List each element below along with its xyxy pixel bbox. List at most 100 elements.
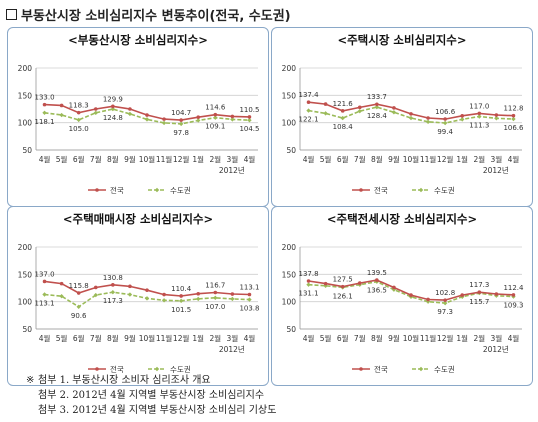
data-point-national bbox=[306, 279, 311, 283]
legend: 전국 수도권 bbox=[88, 364, 191, 374]
data-point-capital bbox=[127, 111, 133, 117]
legend-label-capital: 수도권 bbox=[434, 365, 455, 374]
data-label-capital: 90.6 bbox=[71, 312, 87, 320]
y-tick-label: 100 bbox=[282, 298, 297, 307]
x-tick-label: 4월 bbox=[39, 154, 51, 164]
data-point-capital bbox=[391, 110, 397, 115]
x-tick-label: 10월 bbox=[139, 154, 156, 164]
data-point-national bbox=[145, 113, 149, 117]
data-point-capital bbox=[76, 117, 81, 123]
x-tick-label: 1월 bbox=[456, 154, 468, 164]
data-point-national bbox=[230, 114, 235, 119]
data-point-capital bbox=[144, 296, 150, 301]
y-tick-label: 200 bbox=[18, 243, 33, 252]
x-tick-label: 8월 bbox=[107, 333, 119, 343]
y-tick-label: 150 bbox=[282, 91, 297, 100]
page-heading: 부동산시장 소비심리지수 변동추이(전국, 수도권) bbox=[6, 5, 291, 24]
data-point-national bbox=[511, 113, 516, 118]
data-label-capital: 106.6 bbox=[503, 124, 524, 132]
data-point-capital bbox=[59, 294, 64, 299]
attachment-note-text: 첨부 2. 2012년 4월 지역별 부동산시장 소비심리지수 bbox=[38, 390, 265, 401]
data-point-national bbox=[443, 298, 447, 302]
data-point-capital bbox=[161, 298, 167, 303]
attachment-note: 첨부 2. 2012년 4월 지역별 부동산시장 소비심리지수 bbox=[26, 388, 276, 403]
x-tick-label: 11월 bbox=[156, 154, 173, 164]
x-tick-label: 12월 bbox=[173, 154, 190, 164]
x-tick-label: 4월 bbox=[244, 333, 256, 343]
data-point-national bbox=[59, 281, 64, 286]
data-label-capital: 131.1 bbox=[299, 290, 319, 298]
x-tick-label: 2월 bbox=[209, 333, 221, 343]
x-tick-label: 1월 bbox=[192, 333, 204, 343]
data-label-capital: 122.1 bbox=[299, 116, 319, 124]
data-label-capital: 109.1 bbox=[205, 123, 225, 131]
data-point-national bbox=[162, 292, 166, 297]
data-point-national bbox=[375, 102, 379, 107]
data-point-national bbox=[460, 293, 465, 297]
x-tick-label: 5월 bbox=[56, 333, 68, 343]
legend-marker-national bbox=[359, 188, 363, 192]
data-label-national: 139.5 bbox=[367, 269, 387, 277]
data-point-national bbox=[230, 292, 235, 296]
x-tick-label: 5월 bbox=[320, 333, 332, 343]
y-tick-label: 150 bbox=[282, 270, 297, 279]
chart-panel-housing-jeonse: <주택전세시장 소비심리지수> 200 150 100 50 4월 5월 6월 7월 8월 9월 10… bbox=[271, 206, 533, 386]
data-label-capital: 117.3 bbox=[103, 297, 123, 305]
data-label-capital: 108.4 bbox=[333, 123, 354, 131]
attachment-note-text: 첨부 3. 2012년 4월 지역별 부동산시장 소비심리 기상도 bbox=[38, 405, 277, 416]
x-tick-label: 5월 bbox=[56, 154, 68, 164]
data-point-national bbox=[477, 290, 482, 295]
data-point-national bbox=[375, 278, 379, 282]
legend-marker-capital bbox=[154, 187, 160, 193]
data-point-national bbox=[409, 293, 413, 297]
data-point-national bbox=[443, 117, 447, 121]
x-tick-label: 4월 bbox=[508, 333, 520, 343]
x-tick-label: 3월 bbox=[227, 154, 239, 164]
data-label-national: 118.3 bbox=[69, 102, 89, 110]
legend-label-capital: 수도권 bbox=[434, 186, 455, 195]
x-tick-label: 10월 bbox=[139, 333, 156, 343]
x-tick-label: 10월 bbox=[403, 333, 420, 343]
data-point-capital bbox=[42, 292, 47, 297]
x-tick-label: 6월 bbox=[337, 333, 349, 343]
chart-panel-housing: <주택시장 소비심리지수> 200 150 100 50 4월 5월 6월 7월 8월 9월 10월 1… bbox=[271, 27, 533, 207]
data-label-national: 106.6 bbox=[435, 108, 456, 116]
data-point-national bbox=[247, 292, 252, 297]
chart-real-estate-sentiment: <부동산시장 소비심리지수> 200 150 100 50 4월 5월 6월 7월 8월 9월 10월… bbox=[18, 33, 260, 195]
data-label-national: 112.8 bbox=[503, 105, 523, 113]
data-point-capital bbox=[511, 116, 516, 122]
data-label-capital: 107.0 bbox=[205, 303, 225, 311]
x-tick-label: 7월 bbox=[90, 333, 102, 343]
data-point-capital bbox=[306, 108, 311, 113]
x-tick-label: 11월 bbox=[156, 333, 173, 343]
data-label-capital: 103.8 bbox=[239, 305, 259, 313]
x-tick-label: 4월 bbox=[303, 154, 315, 164]
x-tick-label: 2월 bbox=[473, 333, 485, 343]
data-label-national: 116.7 bbox=[205, 282, 225, 290]
data-point-national bbox=[196, 291, 201, 296]
attachment-note: ※ 첨부 1. 부동산시장 소비자 심리조사 개요 bbox=[26, 373, 276, 388]
x-tick-label: 2월 bbox=[473, 154, 485, 164]
data-label-national: 110.4 bbox=[171, 285, 192, 293]
data-point-national bbox=[306, 100, 311, 105]
x-tick-label: 3월 bbox=[491, 333, 503, 343]
data-point-national bbox=[357, 281, 362, 285]
chart-title: <주택전세시장 소비심리지수> bbox=[327, 212, 477, 226]
legend-label-capital: 수도권 bbox=[170, 365, 191, 374]
data-point-national bbox=[323, 102, 328, 106]
data-point-capital bbox=[161, 120, 167, 126]
legend-label-national: 전국 bbox=[374, 364, 388, 374]
data-point-national bbox=[213, 112, 218, 117]
x-tick-label: 10월 bbox=[403, 154, 420, 164]
x-tick-label: 3월 bbox=[227, 333, 239, 343]
data-label-national: 117.0 bbox=[469, 102, 489, 110]
data-label-capital: 118.1 bbox=[35, 118, 55, 126]
y-tick-label: 200 bbox=[282, 243, 297, 252]
year-label: 2012년 bbox=[483, 165, 509, 175]
legend: 전국 수도권 bbox=[352, 185, 455, 195]
x-tick-label: 6월 bbox=[73, 154, 85, 164]
legend-marker-national bbox=[359, 367, 363, 371]
x-tick-label: 12월 bbox=[173, 333, 190, 343]
x-tick-label: 7월 bbox=[354, 333, 366, 343]
legend-label-national: 전국 bbox=[374, 185, 388, 195]
